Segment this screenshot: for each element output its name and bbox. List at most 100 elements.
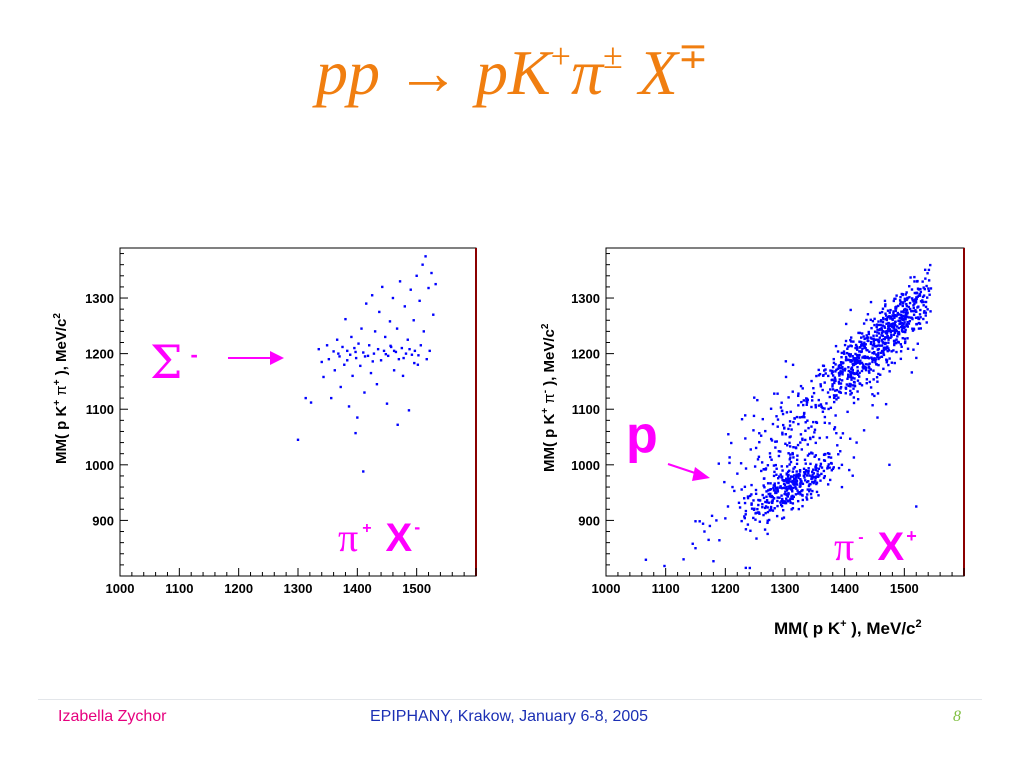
data-point bbox=[840, 371, 843, 375]
data-point bbox=[823, 381, 826, 384]
data-point bbox=[868, 380, 872, 384]
data-point bbox=[858, 382, 861, 385]
data-point bbox=[877, 341, 881, 344]
data-point bbox=[835, 388, 839, 392]
data-point bbox=[822, 469, 826, 473]
data-point bbox=[909, 316, 913, 319]
data-point bbox=[860, 361, 864, 365]
data-point bbox=[801, 489, 804, 492]
data-point bbox=[780, 465, 783, 468]
data-point bbox=[804, 429, 807, 432]
data-point bbox=[915, 310, 918, 313]
data-point bbox=[921, 300, 924, 304]
data-point bbox=[841, 373, 844, 376]
data-point bbox=[712, 560, 715, 563]
data-point bbox=[794, 480, 797, 484]
data-point bbox=[717, 462, 721, 465]
title-x: X bbox=[622, 37, 678, 108]
data-point bbox=[831, 378, 834, 381]
data-point bbox=[806, 419, 809, 422]
data-point bbox=[911, 327, 914, 330]
data-point bbox=[698, 520, 701, 523]
data-point bbox=[880, 355, 883, 358]
data-point bbox=[829, 456, 833, 459]
data-point bbox=[812, 475, 815, 479]
data-point bbox=[829, 369, 832, 372]
data-point bbox=[779, 450, 782, 453]
data-point bbox=[784, 442, 787, 445]
data-point bbox=[829, 406, 833, 409]
data-point bbox=[784, 433, 787, 436]
data-point bbox=[903, 325, 906, 329]
data-point bbox=[836, 350, 840, 353]
data-point bbox=[872, 352, 876, 355]
data-point bbox=[849, 385, 852, 388]
data-point bbox=[744, 437, 747, 440]
data-point bbox=[911, 298, 914, 302]
data-point bbox=[401, 374, 405, 378]
data-point bbox=[814, 476, 817, 480]
data-point bbox=[848, 355, 852, 358]
data-point bbox=[895, 329, 898, 333]
data-point bbox=[354, 350, 357, 354]
data-point bbox=[899, 295, 902, 299]
x-tick-label: 1200 bbox=[224, 581, 253, 596]
data-point bbox=[817, 467, 821, 471]
x-tick-label: 1000 bbox=[106, 581, 135, 596]
data-point bbox=[807, 471, 810, 475]
data-point bbox=[767, 489, 770, 492]
data-point bbox=[812, 391, 816, 395]
data-point bbox=[781, 433, 784, 436]
data-point bbox=[801, 504, 804, 508]
data-point bbox=[858, 350, 861, 353]
y-tick-label: 900 bbox=[578, 513, 600, 528]
data-point bbox=[835, 394, 838, 397]
data-point bbox=[795, 479, 798, 482]
data-point bbox=[832, 357, 835, 361]
data-point bbox=[822, 453, 826, 456]
data-point bbox=[791, 475, 794, 478]
data-point bbox=[852, 401, 856, 405]
data-point bbox=[897, 341, 901, 344]
data-point bbox=[878, 311, 882, 315]
data-point bbox=[810, 475, 813, 478]
data-point bbox=[795, 487, 798, 490]
data-point bbox=[813, 480, 816, 484]
data-point bbox=[890, 335, 893, 338]
data-point bbox=[813, 455, 816, 458]
data-point bbox=[781, 499, 784, 503]
data-point bbox=[893, 297, 896, 301]
data-point bbox=[840, 485, 844, 489]
data-point bbox=[796, 454, 799, 457]
data-point bbox=[389, 344, 392, 348]
data-point bbox=[392, 349, 396, 353]
proton-arrow-shaft bbox=[667, 463, 699, 475]
data-point bbox=[791, 479, 794, 483]
data-point bbox=[860, 343, 863, 347]
data-point bbox=[855, 357, 858, 360]
data-point bbox=[789, 487, 793, 491]
data-point bbox=[797, 422, 800, 426]
data-point bbox=[889, 308, 892, 312]
data-point bbox=[896, 304, 900, 308]
data-point bbox=[893, 330, 897, 333]
data-point bbox=[894, 323, 897, 327]
data-point bbox=[876, 380, 879, 383]
data-point bbox=[781, 412, 785, 416]
y-tick-label: 1000 bbox=[85, 458, 114, 473]
data-point bbox=[866, 313, 870, 316]
data-point bbox=[838, 372, 842, 376]
data-point bbox=[789, 453, 792, 456]
data-point bbox=[811, 473, 814, 476]
data-point bbox=[766, 519, 769, 522]
data-point bbox=[892, 326, 895, 330]
data-point bbox=[927, 287, 930, 290]
data-point bbox=[913, 275, 916, 279]
data-point bbox=[799, 493, 802, 496]
data-point bbox=[919, 327, 922, 330]
data-point bbox=[337, 352, 340, 355]
data-point bbox=[780, 517, 784, 520]
data-point bbox=[904, 318, 907, 321]
data-point bbox=[886, 309, 890, 312]
data-point bbox=[838, 364, 842, 367]
